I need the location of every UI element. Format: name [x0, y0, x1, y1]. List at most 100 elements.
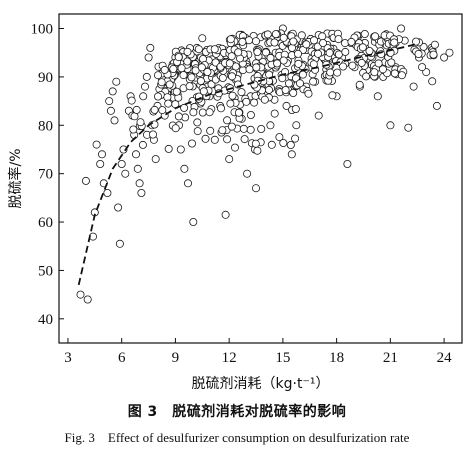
data-point: [193, 127, 202, 136]
data-point: [225, 59, 234, 68]
data-point: [210, 135, 219, 144]
data-point: [253, 48, 262, 57]
data-point: [226, 99, 235, 108]
data-point: [370, 68, 379, 77]
data-point: [357, 58, 366, 67]
data-point: [286, 140, 295, 149]
data-point: [199, 87, 208, 96]
data-point: [150, 120, 159, 129]
data-point: [314, 111, 323, 120]
data-point: [374, 59, 383, 68]
data-point: [183, 179, 192, 188]
data-point: [409, 82, 418, 91]
data-point: [253, 146, 262, 155]
data-point: [183, 57, 192, 66]
data-point: [397, 24, 406, 33]
x-tick-label: 3: [64, 350, 72, 366]
data-point: [225, 155, 234, 164]
scatter-chart: 3 6 9 12 15 18 21 24 40 50 60 70 80 90 100 脱硫剂消耗（kg·t⁻…: [7, 13, 463, 392]
data-point: [92, 140, 101, 149]
data-point: [144, 53, 153, 62]
trend-line: [77, 43, 418, 286]
data-point: [216, 104, 225, 113]
data-point: [275, 133, 284, 142]
data-point: [328, 91, 337, 100]
data-point: [196, 77, 205, 86]
data-point: [252, 63, 261, 72]
data-point: [238, 66, 247, 75]
data-point: [187, 139, 196, 148]
data-point: [250, 98, 259, 107]
y-tick-label: 90: [38, 70, 53, 86]
data-point: [103, 188, 112, 197]
data-point: [347, 37, 356, 46]
data-point: [284, 79, 293, 88]
data-point: [158, 106, 167, 115]
data-point: [251, 184, 260, 193]
data-point: [187, 73, 196, 82]
data-point: [139, 92, 148, 101]
data-point: [183, 47, 192, 56]
data-point: [373, 92, 382, 101]
data-point: [189, 217, 198, 226]
data-point: [221, 210, 230, 219]
data-point: [81, 176, 90, 185]
data-point: [281, 86, 290, 95]
data-point: [140, 82, 149, 91]
data-point: [246, 111, 255, 120]
data-point: [291, 105, 300, 114]
data-point: [180, 103, 189, 112]
data-point: [240, 135, 249, 144]
data-point: [234, 48, 243, 57]
data-point: [289, 89, 298, 98]
data-point: [245, 65, 254, 74]
data-point: [243, 169, 252, 178]
data-point: [295, 79, 304, 88]
data-point: [282, 101, 291, 110]
data-point: [119, 145, 128, 154]
data-point: [180, 164, 189, 173]
data-point: [112, 77, 121, 86]
data-point: [297, 31, 306, 40]
data-point: [151, 155, 160, 164]
x-tick-label: 9: [172, 350, 180, 366]
data-point: [127, 96, 136, 105]
data-point: [194, 45, 203, 54]
data-point: [246, 125, 255, 134]
x-tick-label: 24: [437, 350, 453, 366]
data-point: [164, 99, 173, 108]
data-point: [270, 109, 279, 118]
data-point: [309, 60, 318, 69]
data-point: [137, 188, 146, 197]
data-point: [390, 69, 399, 78]
x-tick-label: 6: [118, 350, 126, 366]
data-point: [428, 77, 437, 86]
data-point: [414, 50, 423, 59]
data-point: [318, 39, 327, 48]
data-point: [355, 80, 364, 89]
x-tick-label: 12: [222, 350, 237, 366]
data-point: [387, 58, 396, 67]
data-point: [172, 87, 181, 96]
data-point: [287, 43, 296, 52]
data-point: [279, 138, 288, 147]
data-point: [150, 105, 159, 114]
data-point: [334, 35, 343, 44]
data-point: [341, 47, 350, 56]
data-point: [117, 159, 126, 168]
data-point: [266, 53, 275, 62]
data-point: [108, 87, 117, 96]
data-point: [343, 159, 352, 168]
data-point: [362, 72, 371, 81]
data-point: [279, 33, 288, 42]
data-point: [179, 71, 188, 80]
data-point: [237, 88, 246, 97]
data-point: [218, 126, 227, 135]
data-point: [189, 108, 198, 117]
data-point: [386, 121, 395, 130]
data-point: [121, 169, 130, 178]
ticks-layer: 3 6 9 12 15 18 21 24 40 50 60 70 80 90 100: [31, 22, 453, 366]
data-point: [169, 65, 178, 74]
figure-caption-chinese: 图 3 脱硫剂消耗对脱硫率的影响: [127, 404, 347, 420]
data-point: [165, 80, 174, 89]
